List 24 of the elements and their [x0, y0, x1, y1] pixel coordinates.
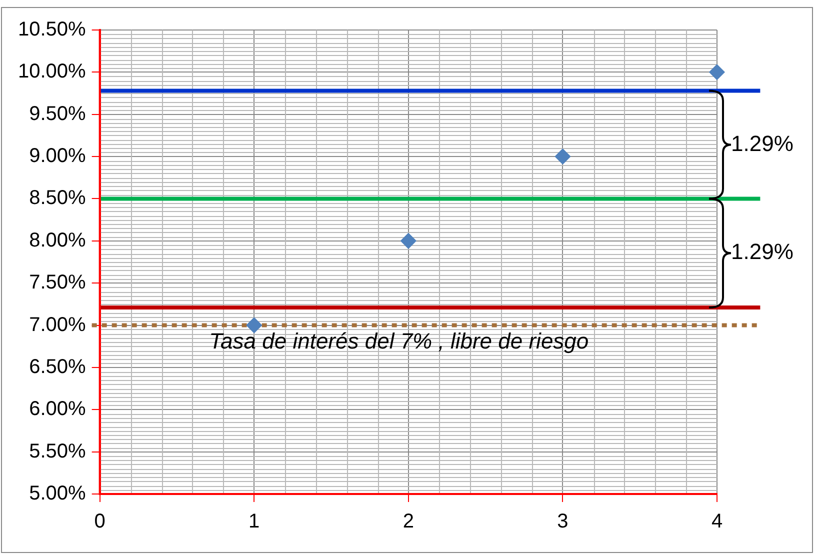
y-tick-label: 6.50% [29, 356, 86, 378]
point [400, 232, 416, 249]
y-tick-label: 10.50% [18, 18, 86, 41]
y-tick-label: 9.50% [29, 102, 86, 125]
point [554, 148, 571, 165]
point [246, 317, 262, 334]
annotation: 1.29% [731, 130, 794, 156]
point [709, 64, 725, 80]
annotation: 1.29% [731, 239, 794, 264]
x-tick-label: 3 [557, 510, 568, 533]
y-tick-label: 8.00% [29, 229, 86, 252]
ref-line-label: Tasa de interés del 7% , libre de riesgo [209, 328, 589, 354]
y-tick-label: 10.00% [18, 60, 86, 83]
x-tick-label: 2 [402, 510, 414, 533]
y-tick-label: 8.50% [29, 187, 86, 210]
y-tick-label: 5.00% [29, 482, 86, 505]
y-tick-label: 7.00% [29, 314, 86, 336]
y-tick-label: 7.50% [29, 272, 86, 294]
x-tick-label: 1 [248, 510, 260, 533]
x-tick-label: 0 [94, 510, 106, 533]
y-tick-label: 5.50% [29, 440, 86, 462]
y-tick-label: 6.00% [29, 398, 86, 420]
y-tick-label: 9.00% [29, 145, 86, 168]
x-tick-label: 4 [711, 510, 723, 533]
